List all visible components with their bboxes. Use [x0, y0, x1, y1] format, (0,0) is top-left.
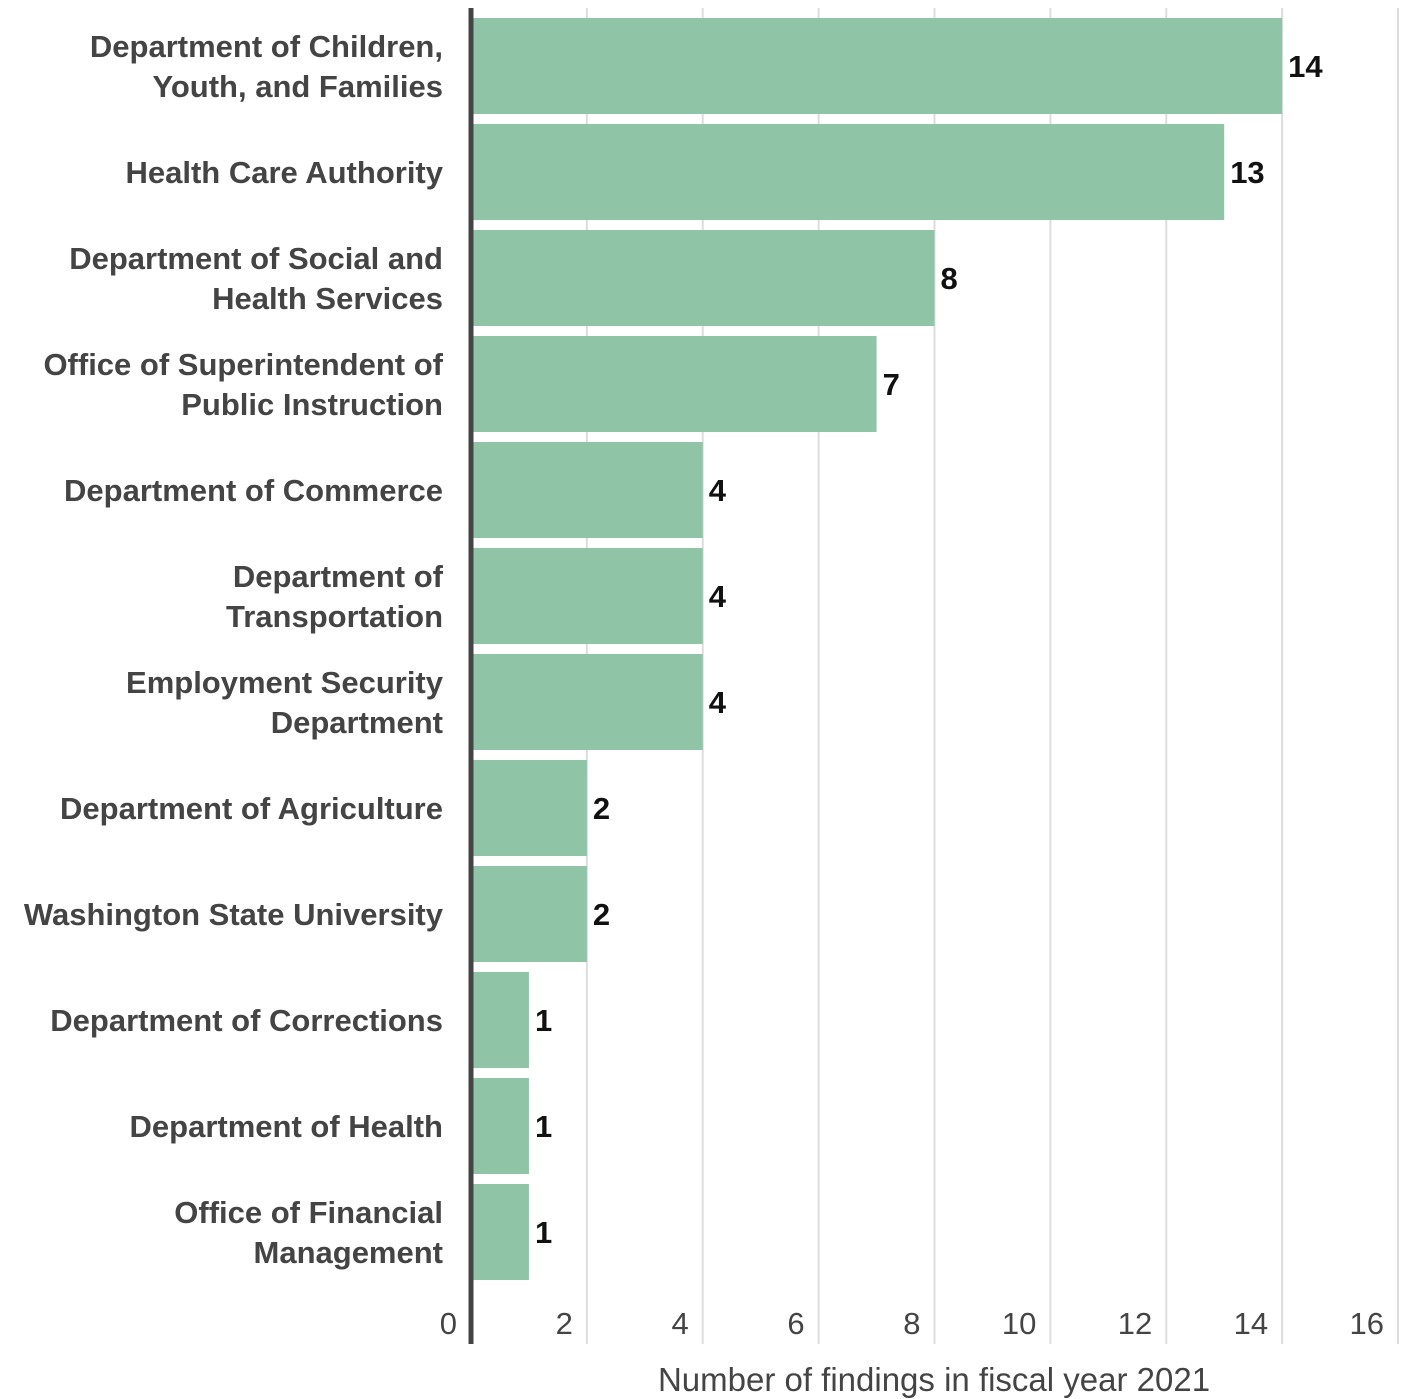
bar-value-label: 2 [593, 791, 610, 826]
x-tick-labels: 0 2 4 6 8 10 12 14 16 [440, 1306, 1384, 1341]
bar-value-label: 1 [535, 1215, 552, 1250]
category-label: Health Care Authority [125, 155, 443, 190]
bar-value-label: 4 [709, 579, 727, 614]
x-tick-label: 12 [1118, 1306, 1152, 1341]
category-label: Employment Security [126, 665, 444, 700]
bar-value-label: 1 [535, 1109, 552, 1144]
bar-value-label: 13 [1230, 155, 1264, 190]
bar [471, 336, 877, 432]
category-label: Youth, and Families [152, 69, 443, 104]
bar [471, 124, 1225, 220]
value-labels: 14 13 8 7 4 4 4 2 2 1 1 1 [535, 49, 1323, 1250]
bar [471, 442, 703, 538]
bar-value-label: 4 [709, 473, 727, 508]
category-label: Washington State University [24, 897, 444, 932]
category-label: Management [254, 1235, 443, 1270]
bar-value-label: 8 [941, 261, 958, 296]
bar [471, 972, 529, 1068]
x-tick-label: 14 [1234, 1306, 1268, 1341]
x-tick-label: 8 [903, 1306, 920, 1341]
bar [471, 230, 935, 326]
category-label: Department of Agriculture [60, 791, 443, 826]
category-label: Public Instruction [181, 387, 443, 422]
bar [471, 1184, 529, 1280]
category-label: Health Services [212, 281, 443, 316]
bar-value-label: 7 [883, 367, 900, 402]
bar [471, 866, 587, 962]
bar-value-label: 2 [593, 897, 610, 932]
category-label: Department of [233, 559, 444, 594]
category-label: Department of Commerce [64, 473, 443, 508]
x-axis-title: Number of findings in fiscal year 2021 [658, 1361, 1210, 1398]
category-label: Office of Financial [174, 1195, 443, 1230]
category-label: Department of Social and [69, 241, 443, 276]
category-label: Department of Health [130, 1109, 443, 1144]
bar [471, 1078, 529, 1174]
category-labels: Department of Children, Youth, and Famili… [24, 29, 444, 1270]
bar [471, 18, 1283, 114]
bar-value-label: 14 [1288, 49, 1323, 84]
x-tick-label: 10 [1002, 1306, 1036, 1341]
bars [471, 18, 1283, 1280]
x-tick-label: 2 [556, 1306, 573, 1341]
category-label: Transportation [226, 599, 443, 634]
x-tick-label: 16 [1350, 1306, 1384, 1341]
bar [471, 548, 703, 644]
category-label: Department of Corrections [50, 1003, 443, 1038]
category-label: Department [271, 705, 443, 740]
bar-value-label: 1 [535, 1003, 552, 1038]
x-tick-label: 4 [672, 1306, 689, 1341]
bar [471, 760, 587, 856]
x-tick-label: 6 [787, 1306, 804, 1341]
bar [471, 654, 703, 750]
category-label: Department of Children, [90, 29, 443, 64]
bar-value-label: 4 [709, 685, 727, 720]
x-tick-label: 0 [440, 1306, 457, 1341]
category-label: Office of Superintendent of [43, 347, 443, 382]
